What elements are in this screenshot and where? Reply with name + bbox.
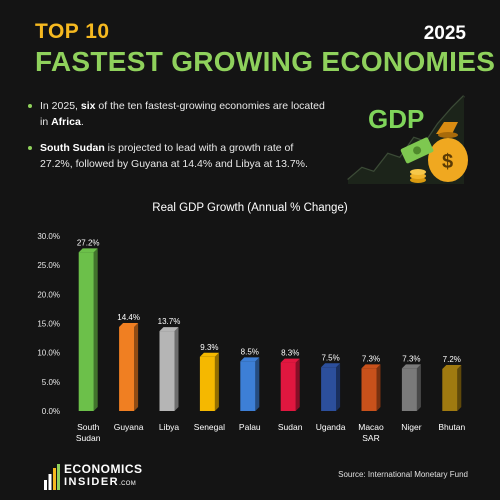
banknote-icon xyxy=(400,137,434,164)
bar-side xyxy=(214,352,219,411)
data-label: 9.3% xyxy=(200,343,218,352)
bullet-text: In 2025, xyxy=(40,100,81,112)
bar-top xyxy=(240,357,260,362)
bar xyxy=(119,327,135,411)
bullet-item: South Sudan is projected to lead with a … xyxy=(28,140,328,172)
bar-top xyxy=(159,327,179,332)
bar-top xyxy=(442,365,462,369)
bar-top xyxy=(199,352,219,357)
bar xyxy=(280,362,296,411)
bar xyxy=(321,367,337,411)
chart-title: Real GDP Growth (Annual % Change) xyxy=(152,202,348,214)
bullet-dot-icon xyxy=(28,104,32,108)
data-label: 8.5% xyxy=(241,347,259,356)
bar xyxy=(159,331,175,411)
data-label: 7.2% xyxy=(443,355,461,364)
x-tick-label: Palau xyxy=(239,422,261,432)
x-tick-label: Uganda xyxy=(316,422,346,432)
y-tick-label: 25.0% xyxy=(37,261,60,270)
x-tick-label: Libya xyxy=(159,422,180,432)
x-tick-label: Senegal xyxy=(194,422,225,432)
data-label: 8.3% xyxy=(281,349,299,358)
bar-side xyxy=(255,357,260,411)
bar-top xyxy=(401,364,421,369)
y-tick-label: 15.0% xyxy=(37,320,60,329)
bullet-text: of the ten fastest-growing economies are… xyxy=(40,100,325,128)
bar-top xyxy=(361,364,381,369)
data-label: 7.3% xyxy=(362,354,380,363)
year-label: 2025 xyxy=(423,23,466,44)
y-tick-label: 0.0% xyxy=(42,407,60,416)
logo-suffix: .COM xyxy=(119,481,136,487)
gdp-money-illustration: GDP $ xyxy=(347,95,468,184)
bullet-text: is projected to lead with a growth rate … xyxy=(40,142,308,170)
data-label: 7.3% xyxy=(402,354,420,363)
logo-bottom-word: INSIDER xyxy=(64,476,120,488)
logo-bottom-text: INSIDER.COM xyxy=(64,476,136,488)
bar-side xyxy=(376,364,381,411)
bar xyxy=(361,368,377,411)
y-tick-label: 20.0% xyxy=(37,290,60,299)
bullet-bold: six xyxy=(80,100,96,112)
bar-top xyxy=(280,358,300,363)
coin-symbol: $ xyxy=(442,151,453,173)
x-tick-label: Guyana xyxy=(114,422,144,432)
x-tick-label: SAR xyxy=(362,433,379,443)
x-tick-label: South xyxy=(77,422,99,432)
y-tick-label: 10.0% xyxy=(37,349,60,358)
bar-side xyxy=(295,358,300,411)
data-label: 27.2% xyxy=(77,238,100,247)
data-label: 14.4% xyxy=(117,313,140,322)
bar-side xyxy=(93,248,98,411)
money-bag-icon: $ xyxy=(428,122,468,182)
bar xyxy=(442,369,458,411)
source-note: Source: International Monetary Fund xyxy=(338,470,468,479)
bar xyxy=(78,252,94,411)
summary-bullets: In 2025, six of the ten fastest-growing … xyxy=(28,98,328,182)
bar-top xyxy=(119,323,139,327)
x-tick-label: Niger xyxy=(401,422,421,432)
bullet-bold: Africa xyxy=(51,116,81,128)
bar-chart: 0.0% 5.0% 10.0% 15.0% 20.0% 25.0% 30.0% 27.2% So… xyxy=(37,232,465,443)
x-tick-label: Sudan xyxy=(76,433,101,443)
bullet-text: . xyxy=(80,116,84,128)
title-top-label: TOP 10 xyxy=(35,20,110,43)
bar-side xyxy=(174,327,179,411)
gdp-label: GDP xyxy=(368,104,424,134)
bar-side xyxy=(336,363,341,411)
y-tick-label: 30.0% xyxy=(37,232,60,241)
bar xyxy=(401,368,417,411)
data-label: 7.5% xyxy=(321,353,339,362)
coin-stack-icon xyxy=(410,169,426,183)
x-tick-label: Macao xyxy=(358,422,384,432)
main-title: FASTEST GROWING ECONOMIES xyxy=(35,46,496,77)
data-label: 13.7% xyxy=(158,317,181,326)
logo-bars-icon xyxy=(44,464,60,490)
logo-top-text: ECONOMICS xyxy=(64,462,143,476)
bar-side xyxy=(134,323,139,411)
bar-top xyxy=(78,248,98,253)
y-tick-label: 5.0% xyxy=(42,378,60,387)
bar xyxy=(240,361,256,411)
bar-side xyxy=(416,364,421,411)
bullet-bold: South Sudan xyxy=(40,142,105,154)
bar-side xyxy=(457,365,462,411)
bar-top xyxy=(321,363,341,368)
bullet-dot-icon xyxy=(28,146,32,150)
bar xyxy=(199,356,215,411)
x-tick-label: Sudan xyxy=(278,422,303,432)
bullet-item: In 2025, six of the ten fastest-growing … xyxy=(28,98,328,130)
x-tick-label: Bhutan xyxy=(438,422,465,432)
